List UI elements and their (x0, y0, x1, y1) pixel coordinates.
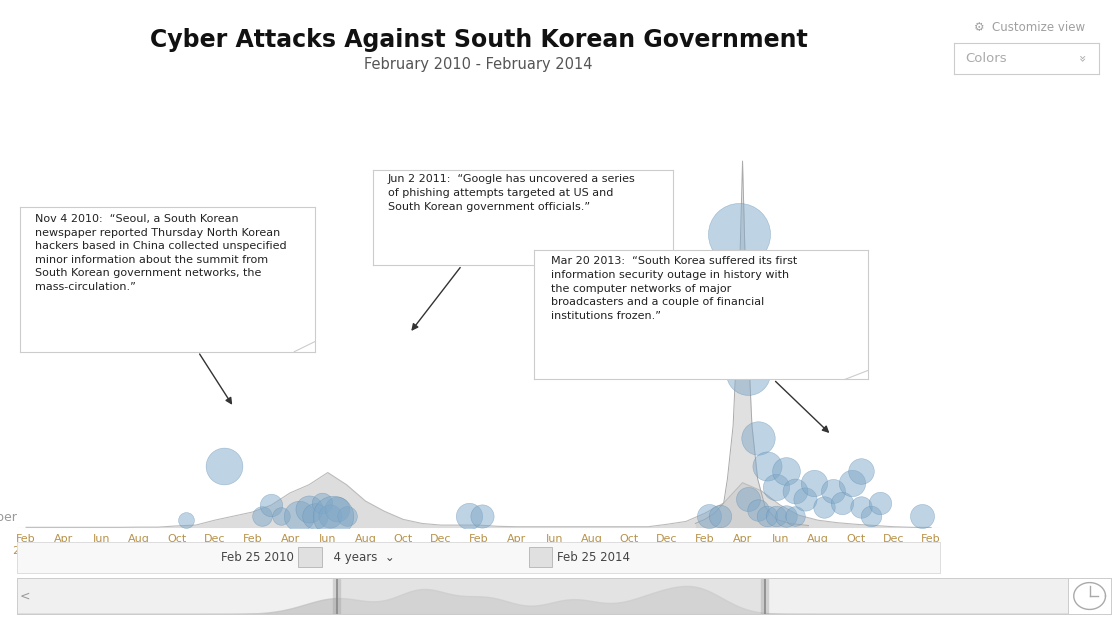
Point (473, 511, 491, 521)
Point (306, 511, 324, 521)
Text: February 2010 - February 2014: February 2010 - February 2014 (364, 57, 593, 72)
Point (834, 498, 851, 508)
Point (263, 500, 280, 510)
Point (861, 511, 879, 521)
Text: Feb 25 2010: Feb 25 2010 (221, 550, 294, 564)
Point (328, 504, 346, 514)
Point (730, 230, 748, 239)
Point (177, 515, 195, 525)
Point (806, 478, 824, 487)
Point (871, 498, 889, 508)
Text: <: < (20, 589, 30, 603)
Point (777, 511, 795, 521)
Point (777, 466, 795, 476)
Text: Mar 20 2013:  “South Korea suffered its first
information security outage in his: Mar 20 2013: “South Korea suffered its f… (551, 257, 797, 321)
Point (768, 482, 786, 492)
Point (787, 511, 805, 521)
Point (758, 462, 776, 471)
Point (843, 478, 860, 487)
Point (215, 462, 233, 471)
Point (739, 368, 757, 378)
Point (853, 502, 870, 512)
Text: Nov 4 2010:  “Seoul, a South Korean
newspaper reported Thursday North Korean
hac: Nov 4 2010: “Seoul, a South Korean newsp… (35, 214, 286, 292)
Text: Feb 25 2014: Feb 25 2014 (558, 550, 630, 564)
Point (913, 511, 930, 521)
Point (461, 511, 479, 521)
Point (796, 494, 814, 504)
Point (749, 433, 767, 443)
Point (711, 511, 729, 521)
Point (768, 511, 786, 521)
Point (787, 486, 805, 496)
Point (749, 505, 767, 515)
Point (739, 494, 757, 504)
Point (321, 511, 338, 521)
Bar (337, 578, 765, 614)
Text: 4 years  ⌄: 4 years ⌄ (326, 550, 395, 564)
FancyBboxPatch shape (530, 547, 552, 567)
Point (272, 511, 289, 521)
Point (853, 466, 870, 476)
Point (815, 502, 833, 512)
Point (253, 511, 270, 521)
Point (824, 486, 841, 496)
FancyBboxPatch shape (298, 547, 322, 567)
Point (758, 511, 776, 521)
Text: >: > (1072, 589, 1082, 603)
Text: Jun 2 2011:  “Google has uncovered a series
of phishing attempts targeted at US : Jun 2 2011: “Google has uncovered a seri… (388, 175, 636, 212)
Text: ⚙  Customize view: ⚙ Customize view (974, 21, 1085, 35)
Point (337, 511, 355, 521)
Text: Cyber Attacks Against South Korean Government: Cyber Attacks Against South Korean Gover… (150, 28, 807, 52)
Text: Cyber: Cyber (0, 511, 17, 524)
Text: »: » (1074, 55, 1087, 62)
Point (313, 498, 331, 508)
Point (325, 511, 343, 521)
Point (700, 511, 718, 521)
Text: Colors: Colors (965, 52, 1007, 65)
Point (301, 504, 318, 514)
Point (290, 511, 308, 521)
